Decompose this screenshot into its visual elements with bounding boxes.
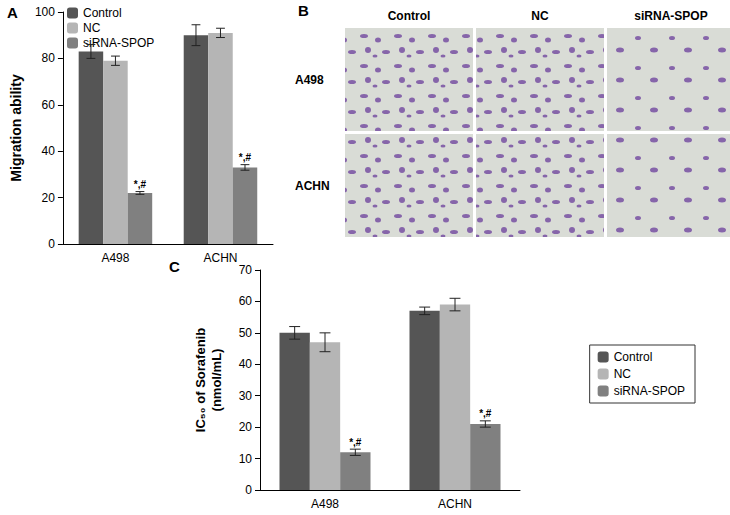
svg-text:(nmol/mL): (nmol/mL)	[209, 349, 224, 412]
svg-text:100: 100	[35, 5, 55, 19]
svg-text:60: 60	[239, 294, 253, 308]
svg-text:*,#: *,#	[349, 437, 362, 448]
svg-text:Control: Control	[83, 6, 122, 20]
svg-text:NC: NC	[83, 21, 101, 35]
svg-text:20: 20	[239, 420, 253, 434]
svg-text:80: 80	[42, 51, 56, 65]
svg-text:40: 40	[42, 144, 56, 158]
svg-text:C: C	[169, 258, 180, 275]
svg-text:A: A	[7, 4, 18, 21]
svg-text:ACHN: ACHN	[438, 497, 472, 511]
svg-text:70: 70	[239, 263, 253, 277]
svg-text:0: 0	[48, 237, 55, 251]
svg-text:10: 10	[239, 452, 253, 466]
svg-text:A498: A498	[311, 497, 339, 511]
svg-text:siRNA-SPOP: siRNA-SPOP	[83, 36, 154, 50]
svg-text:*,#: *,#	[239, 152, 252, 163]
svg-text:B: B	[298, 2, 309, 19]
svg-text:ACHN: ACHN	[203, 251, 237, 265]
svg-text:*,#: *,#	[479, 408, 492, 419]
svg-text:NC: NC	[614, 367, 632, 381]
svg-text:A498: A498	[295, 73, 324, 87]
svg-text:Migration ability: Migration ability	[8, 74, 24, 182]
svg-text:siRNA-SPOP: siRNA-SPOP	[614, 384, 685, 398]
svg-text:ACHN: ACHN	[295, 179, 330, 193]
svg-text:30: 30	[239, 389, 253, 403]
svg-text:*,#: *,#	[134, 179, 147, 190]
svg-text:A498: A498	[101, 251, 129, 265]
svg-text:40: 40	[239, 357, 253, 371]
svg-text:Control: Control	[614, 350, 653, 364]
svg-text:Control: Control	[388, 9, 431, 23]
svg-text:50: 50	[239, 326, 253, 340]
svg-text:siRNA-SPOP: siRNA-SPOP	[634, 9, 707, 23]
svg-text:IC₅₀ of Sorafenib: IC₅₀ of Sorafenib	[193, 328, 208, 432]
svg-text:60: 60	[42, 98, 56, 112]
svg-text:0: 0	[245, 483, 252, 497]
svg-text:20: 20	[42, 191, 56, 205]
svg-text:NC: NC	[531, 9, 549, 23]
